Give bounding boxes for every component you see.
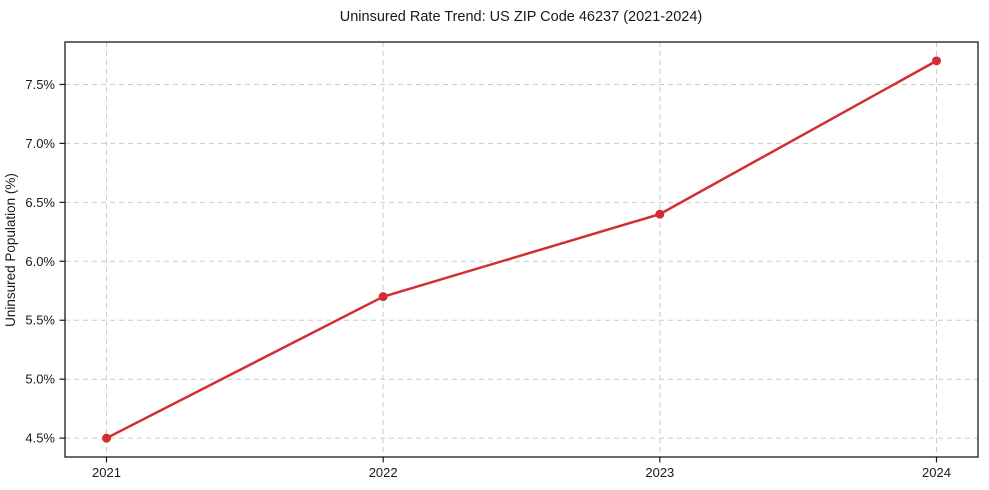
y-tick-label: 7.5% (25, 77, 55, 92)
data-point-marker (378, 292, 388, 302)
y-axis-label: Uninsured Population (%) (3, 173, 18, 327)
gridlines (65, 42, 978, 457)
x-tick-label: 2021 (92, 465, 121, 480)
x-tick-label: 2024 (922, 465, 951, 480)
data-point-marker (655, 209, 665, 219)
plot-border (64, 41, 979, 458)
y-tick-label: 4.5% (25, 431, 55, 446)
y-tick-label: 6.0% (25, 254, 55, 269)
data-point-marker (932, 56, 941, 66)
chart-title: Uninsured Rate Trend: US ZIP Code 46237 … (340, 9, 702, 25)
y-tick-label: 5.5% (25, 313, 55, 328)
y-tick-label: 6.5% (25, 195, 55, 210)
y-tick-label: 7.0% (25, 136, 55, 151)
y-tick-label: 5.0% (25, 372, 55, 387)
data-point-marker (102, 433, 111, 443)
data-series (102, 56, 941, 443)
axis-ticks: 4.5% 5.0% 5.5% 6.0% 6.5% 7.0% 7.5% 2021 2022 2023… (25, 77, 951, 480)
x-tick-label: 2023 (645, 465, 674, 480)
x-tick-label: 2022 (369, 465, 398, 480)
trend-line (105, 59, 938, 440)
